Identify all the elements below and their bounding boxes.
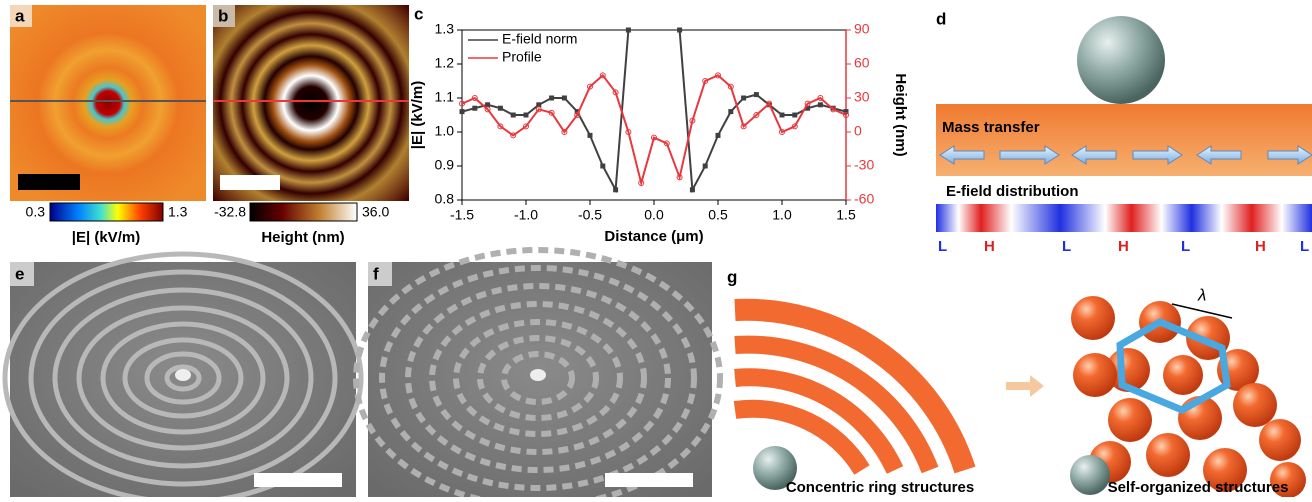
high-marker: H: [1118, 238, 1129, 255]
y-tick-label: 1.1: [435, 89, 455, 105]
particle: [530, 369, 546, 381]
y-tick-label: 1.2: [435, 55, 455, 71]
substrate: [936, 104, 1312, 176]
marker: [690, 187, 695, 192]
marker: [728, 109, 733, 114]
legend-label: Profile: [502, 49, 542, 65]
scale-bar: [605, 473, 693, 487]
high-marker: H: [1255, 238, 1266, 255]
x-tick-label: 1.0: [772, 207, 792, 223]
particle: [1070, 455, 1110, 495]
scale-bar: [18, 174, 80, 190]
marker: [754, 92, 759, 97]
y2-tick-label: 60: [854, 55, 870, 71]
marker: [588, 133, 593, 138]
marker: [677, 28, 682, 33]
marker: [472, 106, 477, 111]
height-map: [213, 5, 409, 201]
legend-label: E-field norm: [502, 31, 577, 47]
y2-tick-label: -60: [854, 191, 874, 207]
panel-label: g: [727, 267, 737, 286]
marker: [511, 113, 516, 118]
marker: [792, 113, 797, 118]
colorbar-label: Height (nm): [261, 229, 344, 246]
marker: [741, 96, 746, 101]
y-tick-label: 1.3: [435, 21, 455, 37]
colorbar-min: -32.8: [214, 204, 246, 220]
lambda-label: λ: [1197, 285, 1206, 304]
lambda-arrow: [1172, 304, 1232, 318]
x-tick-label: -1.5: [450, 207, 474, 223]
marker: [498, 106, 503, 111]
y2-axis-label: Height (nm): [892, 73, 909, 156]
low-marker: L: [1181, 238, 1190, 255]
colorbar-max: 36.0: [362, 204, 389, 220]
marker: [780, 113, 785, 118]
panel-label: b: [218, 6, 228, 25]
marker: [460, 109, 465, 114]
efield-bar: [936, 204, 1312, 232]
x-axis-label: Distance (μm): [604, 228, 703, 245]
colorbar: [50, 203, 163, 221]
efield-label: E-field distribution: [946, 183, 1079, 200]
marker: [562, 96, 567, 101]
marker: [524, 113, 529, 118]
colorbar-min: 0.3: [26, 204, 46, 220]
panel-label: f: [373, 264, 379, 283]
mass-transfer-label: Mass transfer: [942, 119, 1040, 136]
scale-bar: [220, 175, 280, 190]
scale-bar: [254, 473, 342, 487]
y-axis-label: |E| (kV/m): [409, 81, 426, 149]
y-tick-label: 1.0: [435, 123, 455, 139]
low-marker: L: [1062, 238, 1071, 255]
panel-label: e: [15, 264, 24, 283]
arrow: [1006, 375, 1044, 397]
y2-tick-label: -30: [854, 157, 874, 173]
colorbar: [250, 203, 357, 221]
x-tick-label: -1.0: [514, 207, 538, 223]
colorbar-label: |E| (kV/m): [72, 229, 140, 246]
marker: [613, 187, 618, 192]
particle: [175, 369, 191, 381]
y-tick-label: 0.9: [435, 157, 455, 173]
field-map: [10, 5, 206, 201]
marker: [703, 164, 708, 169]
caption: Concentric ring structures: [786, 479, 974, 496]
field-markers: L H L H L H L: [938, 238, 1309, 255]
y2-tick-label: 90: [854, 21, 870, 37]
label-bg: [368, 262, 392, 286]
figure: a b 0.3 1.3 |E| (kV/m) -32.8 36.0 Height…: [0, 0, 1312, 497]
marker: [818, 102, 823, 107]
marker: [716, 133, 721, 138]
caption: Self-organized structures: [1108, 479, 1289, 496]
line-chart: -1.5 -1.0 -0.5 0.0 0.5 1.0 1.5 0.8 0.9 1.0 1.1 1.2 1…: [409, 21, 909, 245]
x-tick-label: -0.5: [578, 207, 602, 223]
marker: [549, 96, 554, 101]
low-marker: L: [1300, 238, 1309, 255]
low-marker: L: [938, 238, 947, 255]
panel-label: c: [414, 4, 423, 23]
panel-label: a: [15, 6, 25, 25]
y2-tick-label: 30: [854, 89, 870, 105]
marker: [600, 164, 605, 169]
y-tick-label: 0.8: [435, 191, 455, 207]
x-tick-label: 1.5: [836, 207, 856, 223]
series-line: [462, 75, 846, 183]
panel-label: d: [936, 9, 946, 28]
colorbar-max: 1.3: [168, 204, 188, 220]
ring-structures: [735, 310, 965, 470]
x-tick-label: 0.0: [644, 207, 664, 223]
sphere: [1077, 16, 1165, 104]
high-marker: H: [984, 238, 995, 255]
marker: [626, 28, 631, 33]
y2-tick-label: 0: [854, 123, 862, 139]
x-tick-label: 0.5: [708, 207, 728, 223]
